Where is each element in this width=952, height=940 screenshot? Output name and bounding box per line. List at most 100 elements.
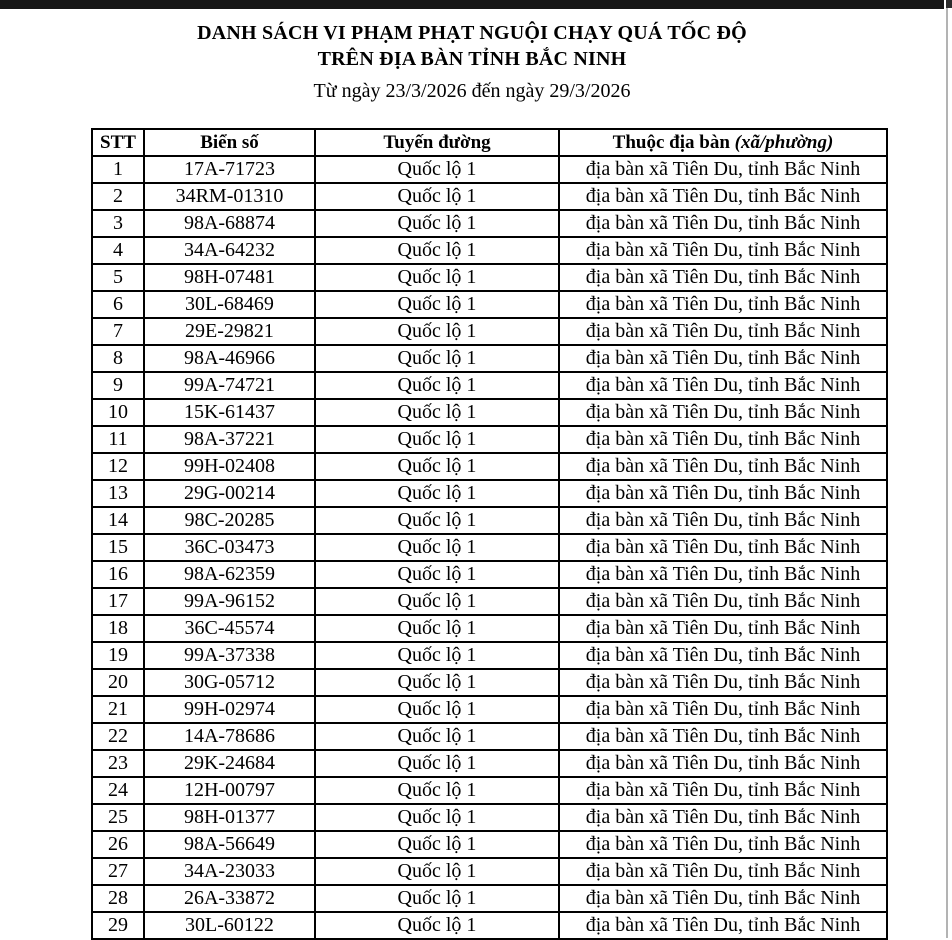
area-cell: địa bàn xã Tiên Du, tỉnh Bắc Ninh (558, 182, 888, 211)
table-row: 23 29K-24684 Quốc lộ 1 địa bàn xã Tiên D… (91, 749, 888, 778)
route-cell: Quốc lộ 1 (314, 614, 560, 643)
stt-cell: 1 (91, 155, 145, 184)
plate-cell: 14A-78686 (143, 722, 316, 751)
date-range: Từ ngày 23/3/2026 đến ngày 29/3/2026 (313, 80, 631, 102)
table-row: 11 98A-37221 Quốc lộ 1 địa bàn xã Tiên D… (91, 425, 888, 454)
stt-cell: 15 (91, 533, 145, 562)
route-cell: Quốc lộ 1 (314, 533, 560, 562)
stt-cell: 19 (91, 641, 145, 670)
plate-cell: 34RM-01310 (143, 182, 316, 211)
stt-cell: 10 (91, 398, 145, 427)
area-cell: địa bàn xã Tiên Du, tỉnh Bắc Ninh (558, 479, 888, 508)
col-header-area-suffix: (xã/phường) (734, 132, 834, 153)
area-cell: địa bàn xã Tiên Du, tỉnh Bắc Ninh (558, 803, 888, 832)
plate-cell: 34A-23033 (143, 857, 316, 886)
top-black-bar (0, 0, 944, 9)
table-row: 20 30G-05712 Quốc lộ 1 địa bàn xã Tiên D… (91, 668, 888, 697)
area-cell: địa bàn xã Tiên Du, tỉnh Bắc Ninh (558, 884, 888, 913)
area-cell: địa bàn xã Tiên Du, tỉnh Bắc Ninh (558, 155, 888, 184)
stt-cell: 18 (91, 614, 145, 643)
area-cell: địa bàn xã Tiên Du, tỉnh Bắc Ninh (558, 344, 888, 373)
table-row: 6 30L-68469 Quốc lộ 1 địa bàn xã Tiên Du… (91, 290, 888, 319)
stt-cell: 12 (91, 452, 145, 481)
stt-cell: 9 (91, 371, 145, 400)
col-header-area-label: Thuộc địa bàn (612, 132, 730, 153)
document-title-line2: TRÊN ĐỊA BÀN TỈNH BẮC NINH (317, 48, 627, 70)
plate-cell: 98A-68874 (143, 209, 316, 238)
col-header-route: Tuyến đường (314, 128, 560, 157)
route-cell: Quốc lộ 1 (314, 290, 560, 319)
plate-cell: 98A-37221 (143, 425, 316, 454)
area-cell: địa bàn xã Tiên Du, tỉnh Bắc Ninh (558, 695, 888, 724)
plate-cell: 98A-56649 (143, 830, 316, 859)
area-cell: địa bàn xã Tiên Du, tỉnh Bắc Ninh (558, 587, 888, 616)
route-cell: Quốc lộ 1 (314, 830, 560, 859)
plate-cell: 29K-24684 (143, 749, 316, 778)
plate-cell: 98A-62359 (143, 560, 316, 589)
area-cell: địa bàn xã Tiên Du, tỉnh Bắc Ninh (558, 452, 888, 481)
plate-cell: 30L-68469 (143, 290, 316, 319)
stt-cell: 4 (91, 236, 145, 265)
table-row: 13 29G-00214 Quốc lộ 1 địa bàn xã Tiên D… (91, 479, 888, 508)
table-row: 3 98A-68874 Quốc lộ 1 địa bàn xã Tiên Du… (91, 209, 888, 238)
stt-cell: 3 (91, 209, 145, 238)
plate-cell: 29G-00214 (143, 479, 316, 508)
stt-cell: 17 (91, 587, 145, 616)
table-row: 12 99H-02408 Quốc lộ 1 địa bàn xã Tiên D… (91, 452, 888, 481)
table-row: 16 98A-62359 Quốc lộ 1 địa bàn xã Tiên D… (91, 560, 888, 589)
violation-table-body: 1 17A-71723 Quốc lộ 1 địa bàn xã Tiên Du… (91, 155, 888, 940)
area-cell: địa bàn xã Tiên Du, tỉnh Bắc Ninh (558, 614, 888, 643)
violations-table: STT Biển số Tuyến đường Thuộc địa bàn (x… (91, 128, 888, 940)
area-cell: địa bàn xã Tiên Du, tỉnh Bắc Ninh (558, 506, 888, 535)
route-cell: Quốc lộ 1 (314, 668, 560, 697)
stt-cell: 24 (91, 776, 145, 805)
area-cell: địa bàn xã Tiên Du, tỉnh Bắc Ninh (558, 236, 888, 265)
route-cell: Quốc lộ 1 (314, 425, 560, 454)
area-cell: địa bàn xã Tiên Du, tỉnh Bắc Ninh (558, 641, 888, 670)
col-header-plate: Biển số (143, 128, 316, 157)
plate-cell: 99H-02408 (143, 452, 316, 481)
stt-cell: 14 (91, 506, 145, 535)
plate-cell: 99A-37338 (143, 641, 316, 670)
table-row: 4 34A-64232 Quốc lộ 1 địa bàn xã Tiên Du… (91, 236, 888, 265)
plate-cell: 98H-07481 (143, 263, 316, 292)
route-cell: Quốc lộ 1 (314, 452, 560, 481)
table-row: 21 99H-02974 Quốc lộ 1 địa bàn xã Tiên D… (91, 695, 888, 724)
plate-cell: 29E-29821 (143, 317, 316, 346)
stt-cell: 27 (91, 857, 145, 886)
route-cell: Quốc lộ 1 (314, 587, 560, 616)
stt-cell: 26 (91, 830, 145, 859)
area-cell: địa bàn xã Tiên Du, tỉnh Bắc Ninh (558, 533, 888, 562)
table-row: 2 34RM-01310 Quốc lộ 1 địa bàn xã Tiên D… (91, 182, 888, 211)
area-cell: địa bàn xã Tiên Du, tỉnh Bắc Ninh (558, 749, 888, 778)
area-cell: địa bàn xã Tiên Du, tỉnh Bắc Ninh (558, 722, 888, 751)
stt-cell: 2 (91, 182, 145, 211)
stt-cell: 22 (91, 722, 145, 751)
route-cell: Quốc lộ 1 (314, 641, 560, 670)
route-cell: Quốc lộ 1 (314, 506, 560, 535)
area-cell: địa bàn xã Tiên Du, tỉnh Bắc Ninh (558, 371, 888, 400)
route-cell: Quốc lộ 1 (314, 749, 560, 778)
document-title-line1: DANH SÁCH VI PHẠM PHẠT NGUỘI CHẠY QUÁ TỐ… (197, 22, 747, 44)
table-row: 28 26A-33872 Quốc lộ 1 địa bàn xã Tiên D… (91, 884, 888, 913)
stt-cell: 11 (91, 425, 145, 454)
route-cell: Quốc lộ 1 (314, 695, 560, 724)
route-cell: Quốc lộ 1 (314, 344, 560, 373)
route-cell: Quốc lộ 1 (314, 209, 560, 238)
area-cell: địa bàn xã Tiên Du, tỉnh Bắc Ninh (558, 398, 888, 427)
plate-cell: 17A-71723 (143, 155, 316, 184)
plate-cell: 26A-33872 (143, 884, 316, 913)
table-row: 26 98A-56649 Quốc lộ 1 địa bàn xã Tiên D… (91, 830, 888, 859)
stt-cell: 21 (91, 695, 145, 724)
top-right-corner-mark (946, 0, 952, 8)
area-cell: địa bàn xã Tiên Du, tỉnh Bắc Ninh (558, 425, 888, 454)
table-row: 5 98H-07481 Quốc lộ 1 địa bàn xã Tiên Du… (91, 263, 888, 292)
route-cell: Quốc lộ 1 (314, 317, 560, 346)
plate-cell: 36C-45574 (143, 614, 316, 643)
stt-cell: 16 (91, 560, 145, 589)
table-row: 29 30L-60122 Quốc lộ 1 địa bàn xã Tiên D… (91, 911, 888, 940)
table-row: 27 34A-23033 Quốc lộ 1 địa bàn xã Tiên D… (91, 857, 888, 886)
route-cell: Quốc lộ 1 (314, 803, 560, 832)
route-cell: Quốc lộ 1 (314, 857, 560, 886)
col-header-area: Thuộc địa bàn (xã/phường) (558, 128, 888, 157)
